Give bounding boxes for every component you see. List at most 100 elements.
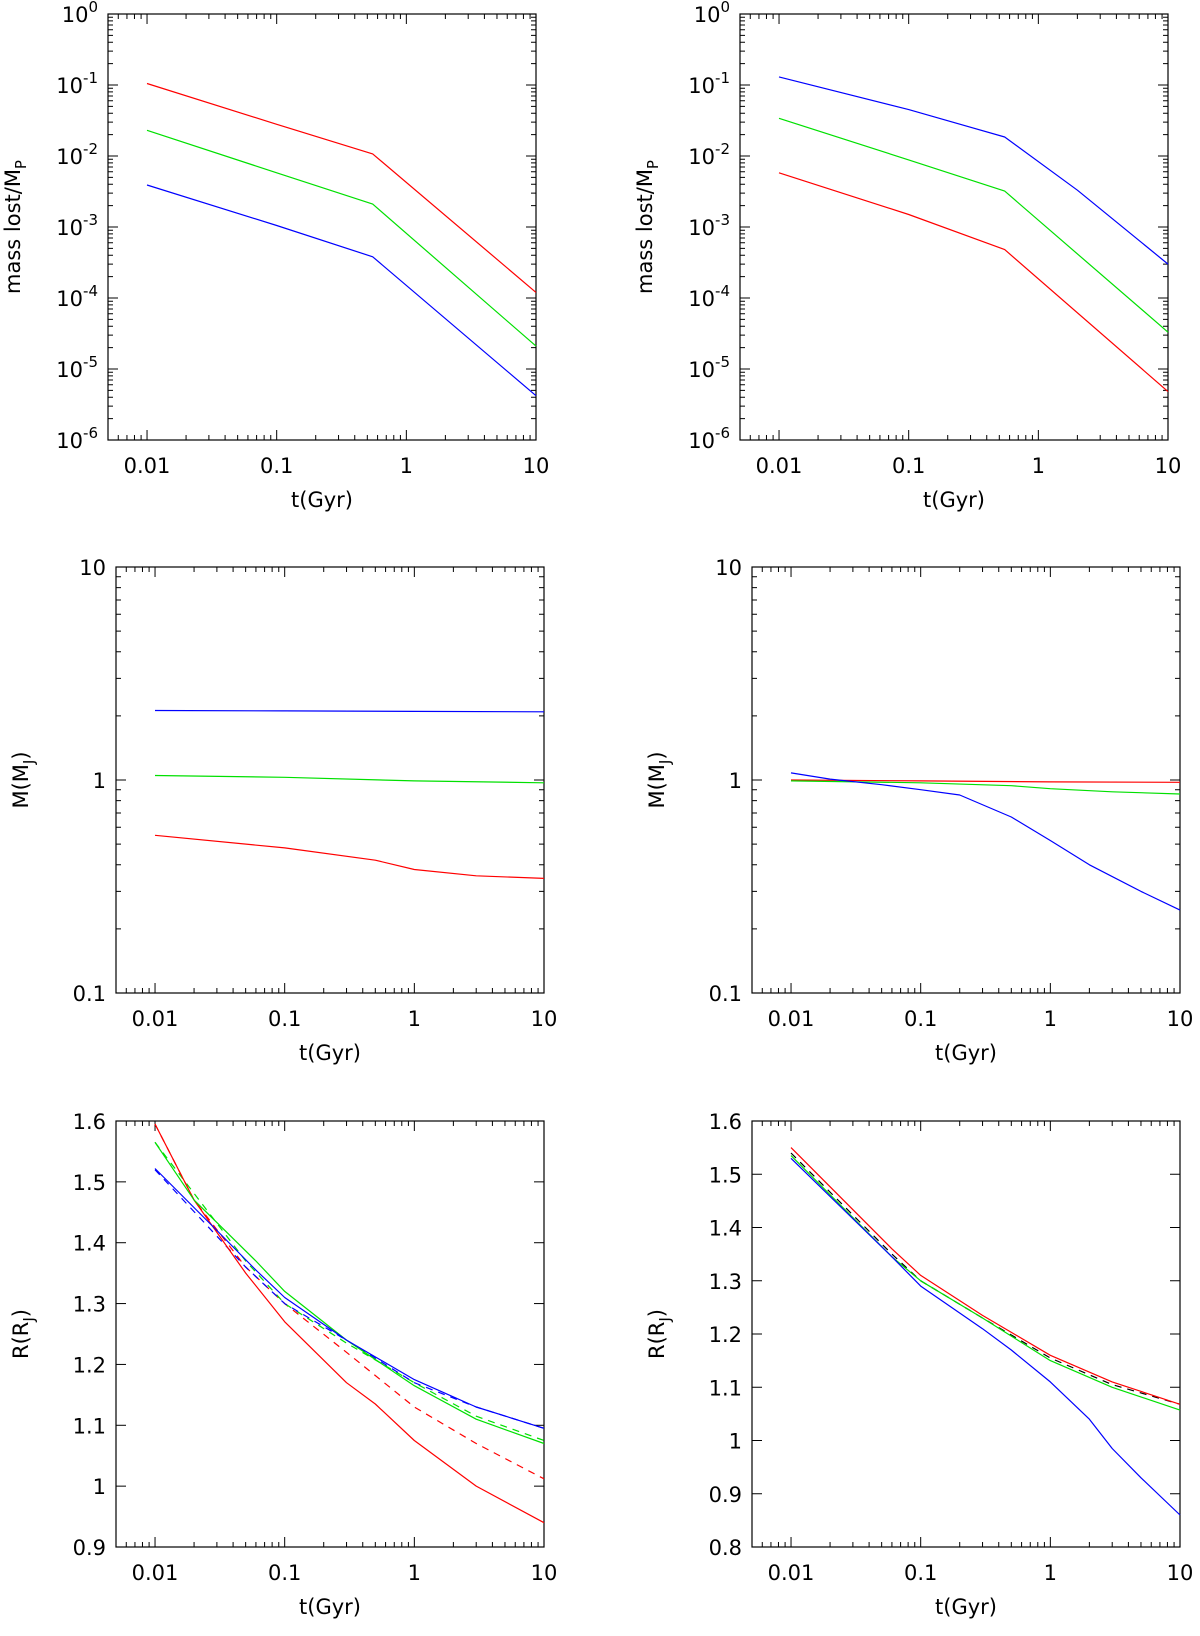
radius-left-panel: 0.01 0.1 1 10 0.9 1 1.1 1.2 1.3 1.4 1.5 1.6 t(Gyr) R(… <box>9 1110 557 1619</box>
x-tick-label: 0.1 <box>892 454 925 478</box>
y-axis-label: M(MJ) <box>645 751 674 808</box>
mass-left-panel: 0.01 0.1 1 10 0.1 1 10 t(Gyr) M(MJ) <box>9 556 557 1065</box>
series-line-green <box>778 117 1169 333</box>
x-axis-label: t(Gyr) <box>299 1041 361 1065</box>
y-tick-label: 1.1 <box>709 1376 742 1400</box>
y-tick-label: 0.9 <box>709 1483 742 1507</box>
mass-lost-right-frame <box>739 13 1169 441</box>
series-line-blue <box>790 1157 1181 1516</box>
series-line-green <box>154 1141 545 1445</box>
y-tick-label: 0.9 <box>73 1536 106 1560</box>
x-tick-label: 10 <box>1167 1561 1194 1585</box>
y-tick-label: 1.3 <box>73 1293 106 1317</box>
y-axis-label: M(MJ) <box>9 751 38 808</box>
y-tick-label: 0.8 <box>709 1536 742 1560</box>
radius-right-frame <box>751 1120 1181 1548</box>
y-tick-label: 1 <box>93 769 106 793</box>
x-tick-label: 1 <box>1044 1007 1057 1031</box>
y-tick-label: 1.4 <box>709 1217 742 1241</box>
mass-lost-left-panel: 0.01 0.1 1 10 10-6 10-5 10-4 10-3 10-2 10-1 100 t(G… <box>1 0 549 512</box>
y-tick-label: 1 <box>729 769 742 793</box>
y-tick-label: 10-5 <box>688 353 730 382</box>
x-tick-label: 0.01 <box>768 1007 815 1031</box>
x-axis-label: t(Gyr) <box>935 1041 997 1065</box>
series-line-green <box>790 780 1181 795</box>
mass-right-panel: 0.01 0.1 1 10 0.1 1 10 t(Gyr) M(MJ) <box>645 556 1193 1065</box>
y-tick-label: 1.1 <box>73 1414 106 1438</box>
y-tick-label: 1.4 <box>73 1232 106 1256</box>
series-line-green <box>154 774 545 784</box>
y-tick-label: 10-5 <box>56 353 98 382</box>
x-tick-label: 0.1 <box>904 1007 937 1031</box>
x-axis-label: t(Gyr) <box>291 488 353 512</box>
y-tick-label: 100 <box>694 0 730 27</box>
x-tick-label: 0.01 <box>132 1561 179 1585</box>
y-tick-label: 10-4 <box>56 282 98 311</box>
series-line-red <box>154 1123 545 1524</box>
x-tick-label: 10 <box>531 1007 558 1031</box>
series-line-green <box>146 129 537 347</box>
series-line-blue-dashed <box>154 1169 545 1429</box>
y-tick-label: 10-4 <box>688 282 730 311</box>
y-tick-label: 1.6 <box>709 1110 742 1134</box>
y-tick-label: 1.5 <box>709 1163 742 1187</box>
x-tick-label: 0.1 <box>268 1007 301 1031</box>
x-tick-label: 1 <box>408 1561 421 1585</box>
x-axis-label: t(Gyr) <box>923 488 985 512</box>
mass-left-frame <box>115 566 545 994</box>
x-tick-label: 0.01 <box>124 454 171 478</box>
x-tick-label: 1 <box>400 454 413 478</box>
x-tick-label: 10 <box>531 1561 558 1585</box>
y-tick-label: 10-3 <box>56 211 98 240</box>
series-line-red <box>778 172 1169 393</box>
series-line-green <box>790 1155 1181 1411</box>
radius-right-panel: 0.01 0.1 1 10 0.8 0.9 1 1.1 1.2 1.3 1.4 1.5 1.6 t(Gyr… <box>645 1110 1193 1619</box>
x-tick-label: 0.01 <box>768 1561 815 1585</box>
y-tick-label: 10-1 <box>56 69 98 98</box>
x-axis-label: t(Gyr) <box>935 1595 997 1619</box>
y-axis-label: R(RJ) <box>645 1309 674 1359</box>
y-tick-label: 0.1 <box>73 982 106 1006</box>
x-tick-label: 1 <box>408 1007 421 1031</box>
radius-left-frame <box>115 1120 545 1548</box>
mass-lost-right-panel: 0.01 0.1 1 10 10-6 10-5 10-4 10-3 10-2 10-1 100 t(G… <box>633 0 1181 512</box>
series-line-blue <box>790 772 1181 911</box>
series-line-red-dashed <box>154 1123 545 1480</box>
x-tick-label: 0.01 <box>132 1007 179 1031</box>
y-tick-label: 10-6 <box>688 424 730 453</box>
y-tick-label: 1.2 <box>73 1353 106 1377</box>
series-line-blue <box>778 76 1169 265</box>
y-tick-label: 10 <box>715 556 742 580</box>
series-line-green-dashed <box>154 1141 545 1442</box>
x-tick-label: 0.1 <box>904 1561 937 1585</box>
series-line-red <box>154 834 545 879</box>
y-tick-label: 10-2 <box>56 140 98 169</box>
y-tick-label: 0.1 <box>709 982 742 1006</box>
y-tick-label: 1.5 <box>73 1171 106 1195</box>
series-line-black-dashed <box>790 1152 1181 1405</box>
y-tick-label: 10-6 <box>56 424 98 453</box>
y-tick-label: 10 <box>79 556 106 580</box>
y-axis-label: R(RJ) <box>9 1309 38 1359</box>
x-tick-label: 0.1 <box>260 454 293 478</box>
mass-lost-left-frame <box>107 13 537 441</box>
x-tick-label: 10 <box>523 454 550 478</box>
series-line-red <box>790 779 1181 783</box>
y-tick-label: 1.6 <box>73 1110 106 1134</box>
y-axis-label: mass lost/MP <box>633 160 662 294</box>
x-tick-label: 10 <box>1155 454 1182 478</box>
x-tick-label: 0.01 <box>756 454 803 478</box>
y-tick-label: 1.3 <box>709 1270 742 1294</box>
y-tick-label: 100 <box>62 0 98 27</box>
y-tick-label: 1 <box>729 1430 742 1454</box>
y-tick-label: 1.2 <box>709 1323 742 1347</box>
series-line-blue <box>154 1168 545 1429</box>
x-tick-label: 10 <box>1167 1007 1194 1031</box>
x-axis-label: t(Gyr) <box>299 1595 361 1619</box>
series-line-blue <box>154 709 545 713</box>
y-tick-label: 10-2 <box>688 140 730 169</box>
x-tick-label: 1 <box>1032 454 1045 478</box>
x-tick-label: 1 <box>1044 1561 1057 1585</box>
y-tick-label: 10-3 <box>688 211 730 240</box>
y-axis-label: mass lost/MP <box>1 160 30 294</box>
